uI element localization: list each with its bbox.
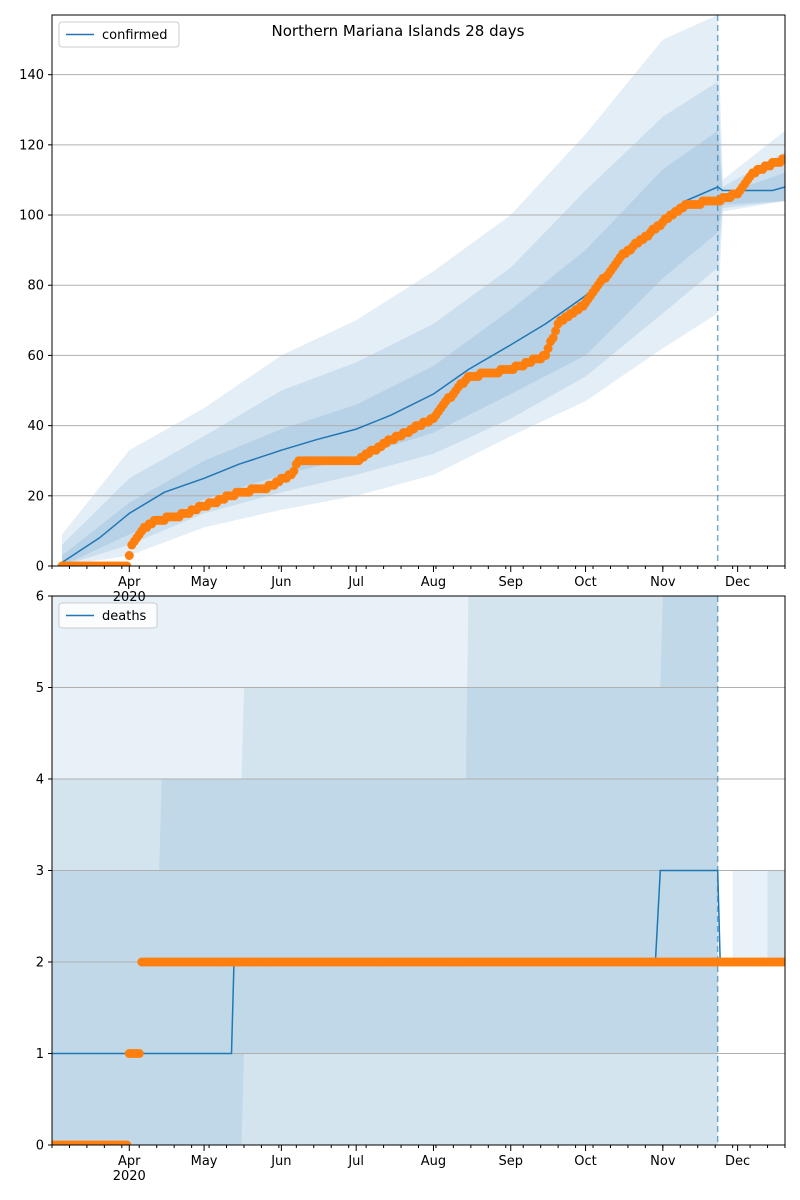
legend: deaths — [58, 602, 158, 629]
x-tick-label: Jul — [347, 1154, 364, 1169]
observed-point — [548, 333, 558, 343]
observed-point — [551, 326, 561, 336]
y-tick-label: 120 — [19, 138, 44, 153]
series-line — [52, 869, 785, 1055]
x-tick-label: Sep — [498, 575, 523, 590]
plot-area — [52, 596, 785, 1145]
x-tick-label: Oct — [574, 1154, 596, 1169]
y-tick-label: 140 — [19, 68, 44, 83]
legend-box — [58, 21, 180, 48]
x-tick-label: Sep — [498, 1154, 523, 1169]
region-after_a — [732, 870, 785, 962]
y-tick-label: 100 — [19, 209, 44, 224]
x-tick-label: Dec — [725, 575, 750, 590]
region-after_b — [767, 870, 785, 962]
x-tick-label: Jun — [270, 1154, 291, 1169]
band-middle — [62, 81, 785, 566]
x-tick-label: 2020 — [113, 1169, 146, 1184]
y-tick-label: 0 — [36, 1139, 44, 1154]
chart-title: Northern Mariana Islands 28 days — [272, 22, 525, 40]
x-tick-label: 2020 — [113, 590, 146, 605]
observed-point — [122, 561, 132, 566]
observed-point — [134, 1049, 144, 1058]
y-tick-label: 0 — [36, 560, 44, 575]
observed-point — [780, 154, 785, 164]
observed-point — [122, 1140, 132, 1145]
legend: confirmed — [58, 21, 180, 48]
y-tick-label: 5 — [36, 681, 44, 696]
y-tick-label: 40 — [27, 419, 44, 434]
y-tick-label: 6 — [36, 590, 44, 605]
y-tick-label: 60 — [27, 349, 44, 364]
x-tick-label: Jun — [270, 575, 291, 590]
series-line — [61, 186, 785, 564]
x-tick-label: Jul — [347, 575, 364, 590]
x-tick-label: Aug — [421, 575, 446, 590]
y-tick-label: 80 — [27, 279, 44, 294]
x-tick-label: May — [191, 575, 218, 590]
observed-point — [289, 466, 299, 476]
legend-box — [58, 602, 158, 629]
observed-point — [543, 343, 553, 353]
x-tick-label: Apr — [118, 575, 141, 590]
x-tick-label: Apr — [118, 1154, 141, 1169]
observed-point — [541, 350, 551, 360]
x-tick-label: Nov — [650, 1154, 676, 1169]
band-inner — [62, 130, 785, 566]
y-tick-label: 1 — [36, 1047, 44, 1062]
y-tick-label: 4 — [36, 773, 44, 788]
x-tick-label: Dec — [725, 1154, 750, 1169]
plot-area — [52, 15, 785, 566]
x-tick-label: Oct — [574, 575, 596, 590]
observed-point — [124, 551, 134, 560]
x-tick-label: Aug — [421, 1154, 446, 1169]
legend-label: confirmed — [102, 28, 168, 43]
y-tick-label: 20 — [27, 489, 44, 504]
y-tick-label: 2 — [36, 956, 44, 971]
y-tick-label: 3 — [36, 864, 44, 879]
band-outer — [62, 15, 785, 566]
x-tick-label: May — [191, 1154, 218, 1169]
legend-label: deaths — [102, 609, 147, 624]
observed-point — [780, 957, 785, 967]
x-tick-label: Nov — [650, 575, 676, 590]
